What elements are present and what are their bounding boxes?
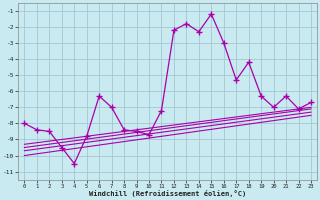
X-axis label: Windchill (Refroidissement éolien,°C): Windchill (Refroidissement éolien,°C) — [89, 190, 246, 197]
